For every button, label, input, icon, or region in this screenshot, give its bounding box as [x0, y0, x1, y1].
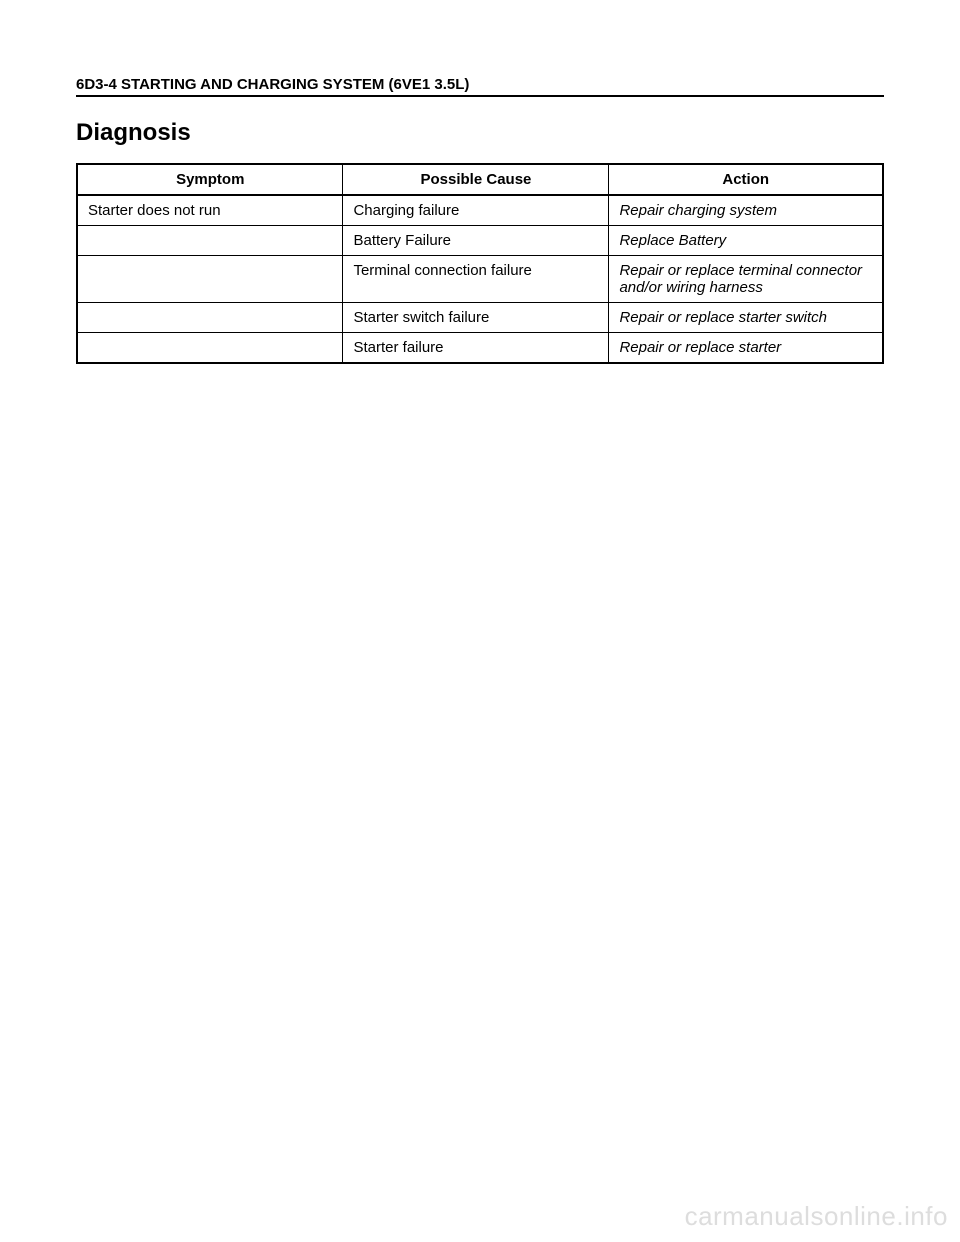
diagnosis-table: Symptom Possible Cause Action Starter do… [76, 163, 884, 364]
cell-cause: Starter switch failure [343, 303, 609, 333]
cell-cause: Starter failure [343, 333, 609, 364]
cell-cause: Charging failure [343, 195, 609, 226]
col-header-symptom: Symptom [77, 164, 343, 195]
cell-symptom [77, 256, 343, 303]
cell-action: Repair or replace starter [609, 333, 883, 364]
table-row: Battery Failure Replace Battery [77, 226, 883, 256]
cell-action: Replace Battery [609, 226, 883, 256]
cell-symptom [77, 303, 343, 333]
table-row: Starter switch failure Repair or replace… [77, 303, 883, 333]
section-title-diagnosis: Diagnosis [76, 119, 884, 147]
col-header-cause: Possible Cause [343, 164, 609, 195]
table-row: Terminal connection failure Repair or re… [77, 256, 883, 303]
table-row: Starter does not run Charging failure Re… [77, 195, 883, 226]
col-header-action: Action [609, 164, 883, 195]
table-header-row: Symptom Possible Cause Action [77, 164, 883, 195]
cell-symptom: Starter does not run [77, 195, 343, 226]
cell-cause: Battery Failure [343, 226, 609, 256]
page-header: 6D3-4 STARTING AND CHARGING SYSTEM (6VE1… [76, 76, 884, 97]
cell-cause: Terminal connection failure [343, 256, 609, 303]
page-content: 6D3-4 STARTING AND CHARGING SYSTEM (6VE1… [0, 0, 960, 364]
cell-action: Repair or replace terminal connector and… [609, 256, 883, 303]
cell-symptom [77, 226, 343, 256]
watermark-text: carmanualsonline.info [685, 1201, 948, 1232]
cell-action: Repair or replace starter switch [609, 303, 883, 333]
cell-action: Repair charging system [609, 195, 883, 226]
cell-symptom [77, 333, 343, 364]
table-row: Starter failure Repair or replace starte… [77, 333, 883, 364]
